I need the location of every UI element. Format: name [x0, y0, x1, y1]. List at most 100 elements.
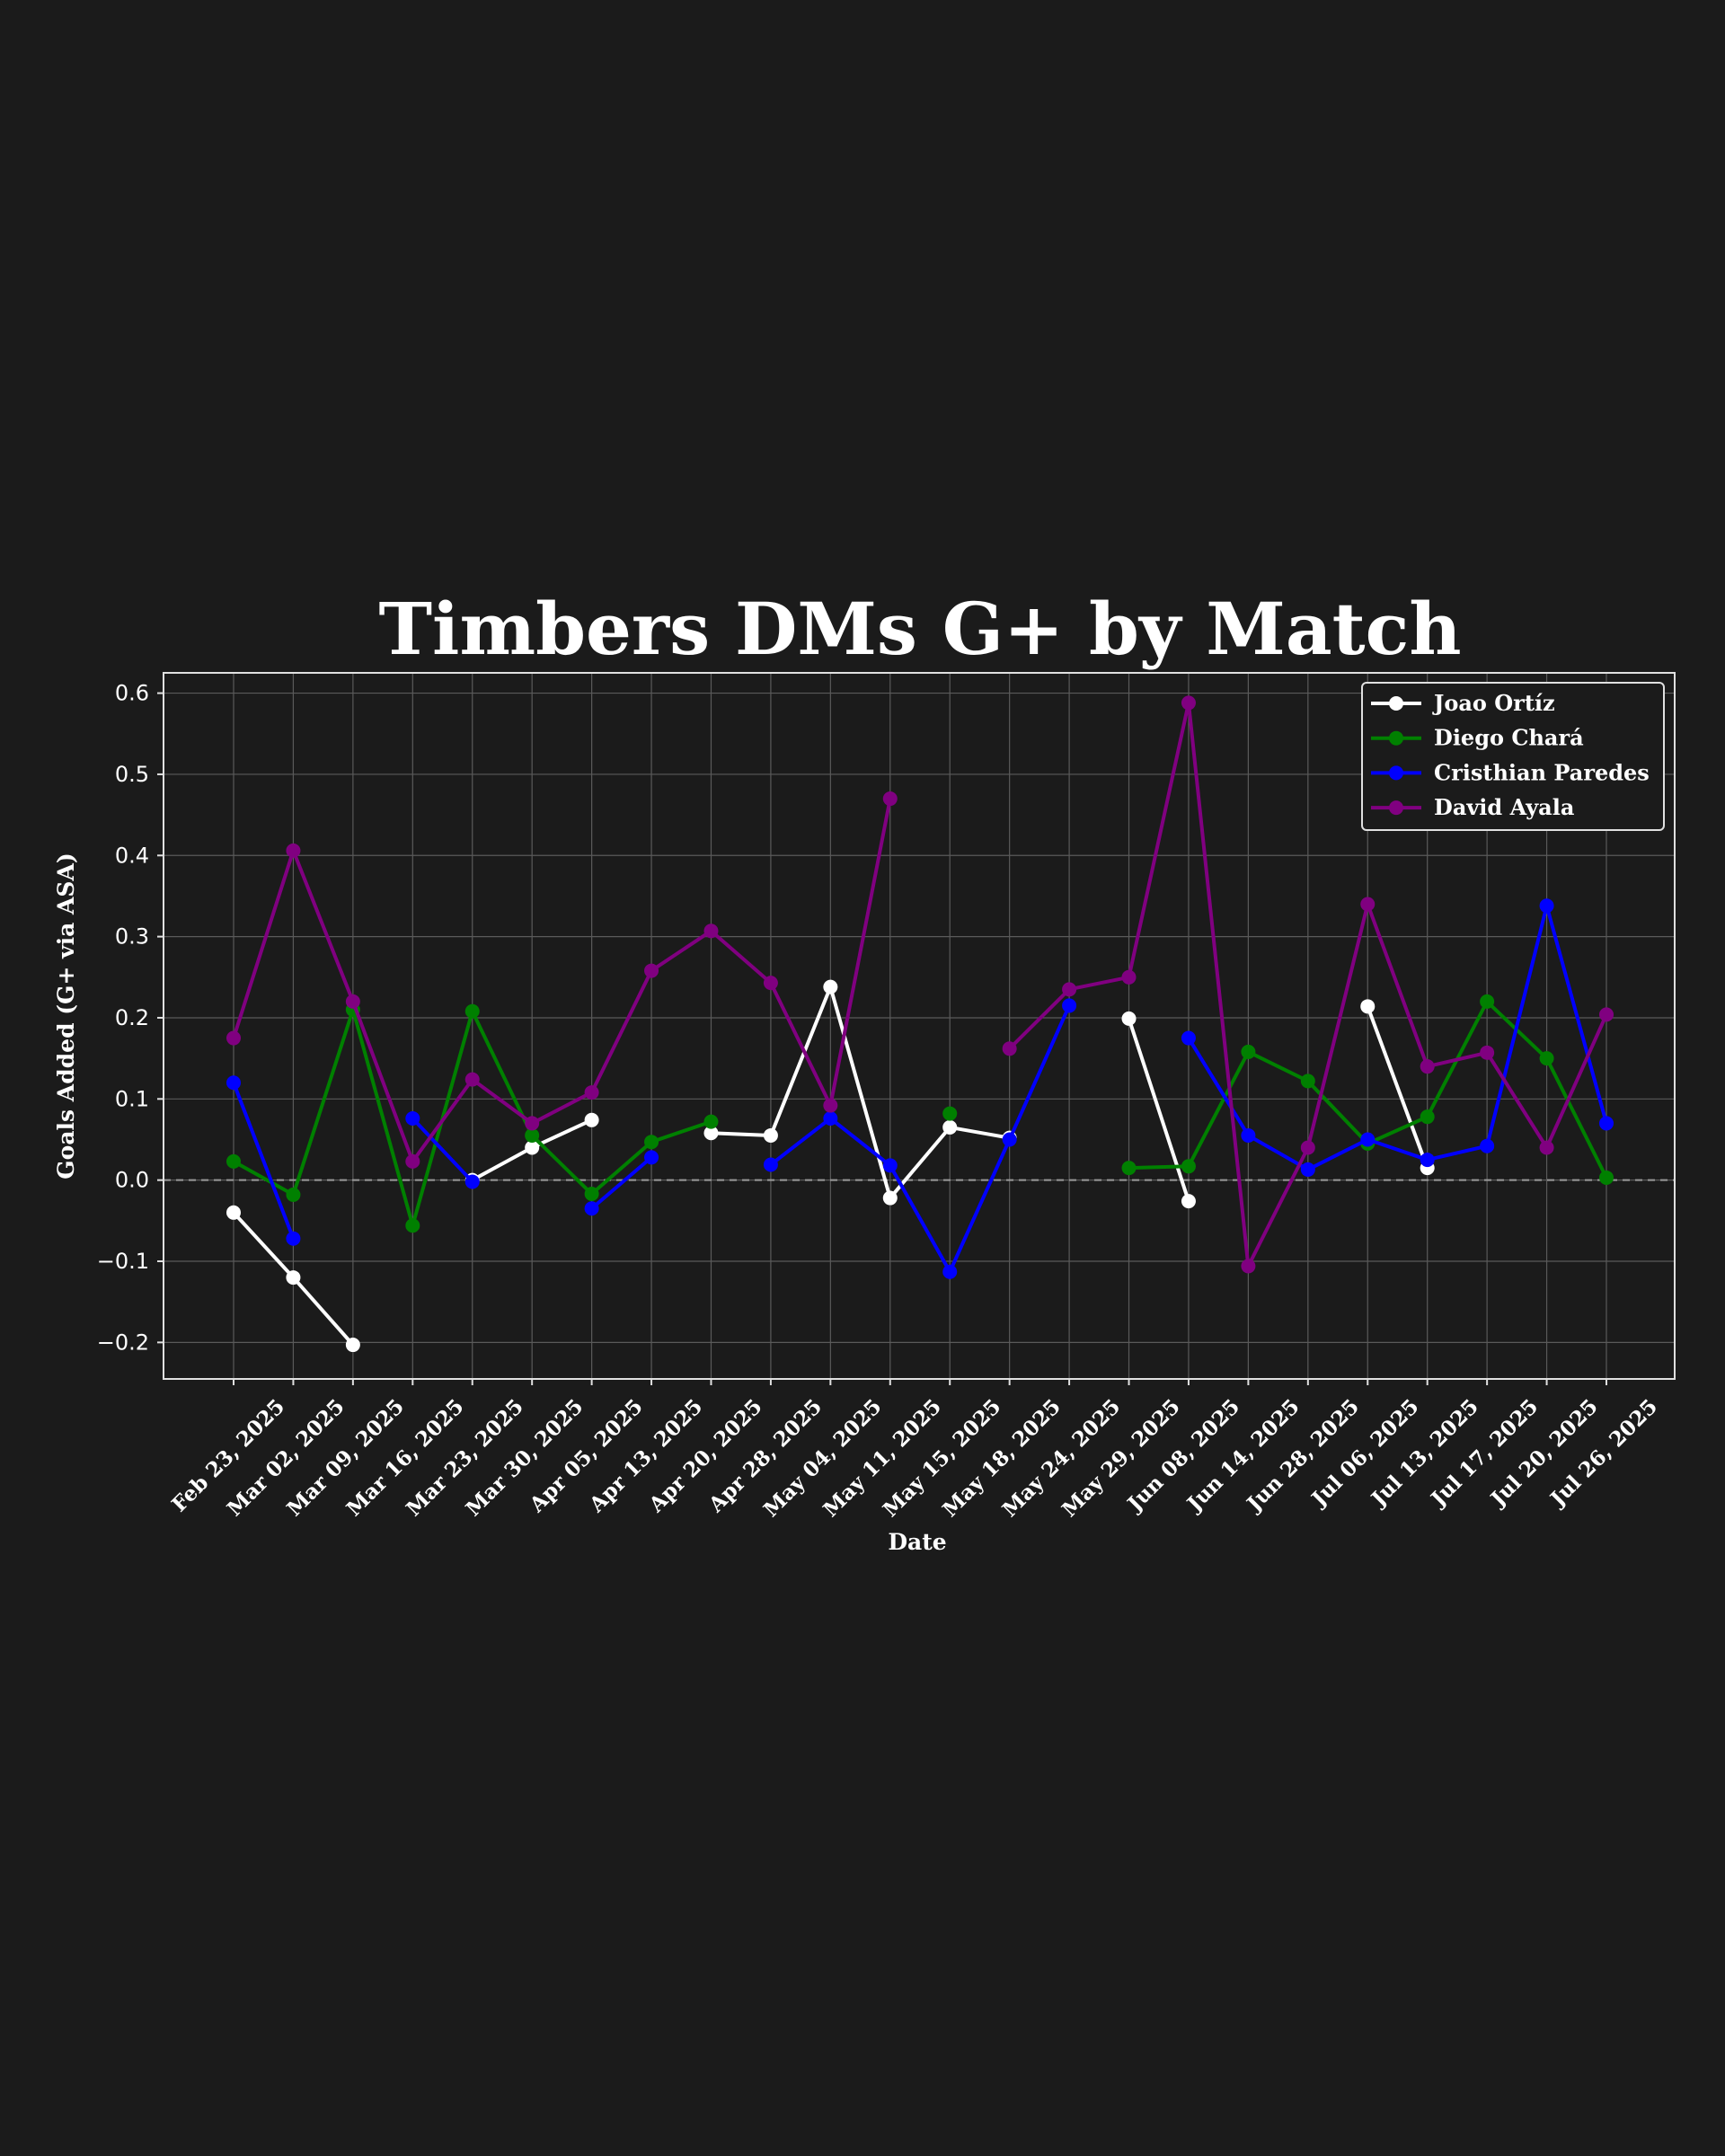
data-point: [1300, 1074, 1315, 1089]
legend-label: Diego Chará: [1434, 725, 1584, 751]
legend-item: David Ayala: [1371, 794, 1574, 820]
data-point: [1599, 1116, 1614, 1131]
y-tick-label: 0.1: [115, 1086, 149, 1111]
series-line: [1366, 1005, 1429, 1169]
data-point: [226, 1030, 241, 1046]
series-line: [232, 1082, 296, 1240]
data-point: [1121, 1011, 1137, 1026]
data-point: [1062, 982, 1077, 997]
data-point: [1539, 898, 1554, 914]
data-point: [703, 923, 719, 939]
data-point: [286, 1231, 301, 1246]
series-line: [232, 798, 892, 1163]
data-point: [1121, 1161, 1137, 1176]
data-point: [1181, 695, 1196, 711]
y-axis-label: Goals Added (G+ via ASA): [53, 853, 79, 1179]
data-point: [584, 1187, 599, 1202]
data-point: [464, 1003, 480, 1019]
data-point: [1360, 897, 1376, 912]
legend: Joao Ortíz Diego Chará Cristhian Paredes Da…: [1361, 682, 1665, 831]
data-point: [226, 1153, 241, 1169]
chart-title: Timbers DMs G+ by Match: [379, 587, 1462, 671]
data-point: [584, 1112, 599, 1127]
series-line: [1187, 904, 1608, 1171]
data-point: [763, 1127, 778, 1143]
y-tick-label: 0.3: [115, 924, 149, 950]
data-point: [823, 979, 838, 994]
data-point: [942, 1106, 958, 1121]
series-line: [411, 1117, 474, 1183]
data-point: [1480, 1138, 1495, 1153]
legend-item: Cristhian Paredes: [1371, 759, 1650, 785]
data-point: [286, 1270, 301, 1286]
legend-label: Cristhian Paredes: [1434, 759, 1650, 785]
data-point: [464, 1072, 480, 1087]
plot-frame: [163, 672, 1676, 1380]
data-point: [1002, 1132, 1017, 1147]
data-point: [1300, 1140, 1315, 1155]
data-point: [1360, 999, 1376, 1014]
y-axis: −0.2 −0.1 0.0 0.1 0.2 0.3 0.4 0.5 0.6: [97, 681, 164, 1355]
data-point: [464, 1174, 480, 1189]
data-point: [1539, 1140, 1554, 1155]
legend-box: [1361, 682, 1665, 831]
data-point: [405, 1218, 420, 1233]
data-point: [405, 1153, 420, 1169]
y-tick-label: 0.0: [115, 1168, 149, 1193]
data-point: [823, 1098, 838, 1113]
data-point: [644, 963, 659, 978]
legend-swatch-marker: [1389, 696, 1403, 711]
y-tick-label: 0.5: [115, 762, 149, 787]
data-point: [644, 1150, 659, 1165]
data-point: [584, 1201, 599, 1216]
y-tick-label: 0.6: [115, 681, 149, 706]
y-tick-label: −0.2: [97, 1330, 149, 1355]
data-point: [942, 1119, 958, 1135]
series-david-ayala: [226, 695, 1614, 1274]
data-point: [703, 1126, 719, 1141]
data-point: [1181, 1030, 1196, 1046]
data-point: [882, 1190, 898, 1206]
data-point: [226, 1205, 241, 1220]
data-point: [525, 1140, 540, 1155]
series-line: [769, 1004, 1071, 1274]
data-point: [1480, 1045, 1495, 1060]
data-point: [644, 1135, 659, 1150]
series-line: [711, 985, 1011, 1200]
data-point: [1480, 994, 1495, 1009]
data-point: [286, 843, 301, 858]
data-point: [525, 1116, 540, 1131]
data-point: [1420, 1059, 1435, 1074]
legend-item: Diego Chará: [1371, 725, 1584, 751]
data-point: [1241, 1044, 1256, 1059]
series-cristhian-paredes: [226, 898, 1614, 1279]
data-point: [1181, 1194, 1196, 1209]
data-point: [345, 994, 360, 1009]
y-tick-label: −0.1: [97, 1249, 149, 1274]
data-point: [1062, 998, 1077, 1013]
data-point: [763, 1157, 778, 1172]
y-tick-label: 0.4: [115, 843, 149, 868]
data-point: [1121, 969, 1137, 985]
data-point: [1420, 1109, 1435, 1125]
data-point: [823, 1110, 838, 1126]
data-point: [882, 791, 898, 807]
data-point: [942, 1264, 958, 1279]
data-point: [1241, 1127, 1256, 1143]
data-point: [226, 1075, 241, 1091]
data-point: [1360, 1132, 1376, 1147]
data-point: [405, 1110, 420, 1126]
y-tick-label: 0.2: [115, 1005, 149, 1030]
data-point: [763, 976, 778, 991]
data-point: [525, 1127, 540, 1143]
data-point: [882, 1158, 898, 1173]
legend-label: Joao Ortíz: [1432, 690, 1555, 716]
legend-swatch-marker: [1389, 800, 1403, 816]
data-point: [1300, 1162, 1315, 1177]
data-point: [1241, 1259, 1256, 1274]
data-point: [703, 1114, 719, 1129]
series-line: [1127, 1018, 1190, 1202]
data-point: [1420, 1153, 1435, 1168]
